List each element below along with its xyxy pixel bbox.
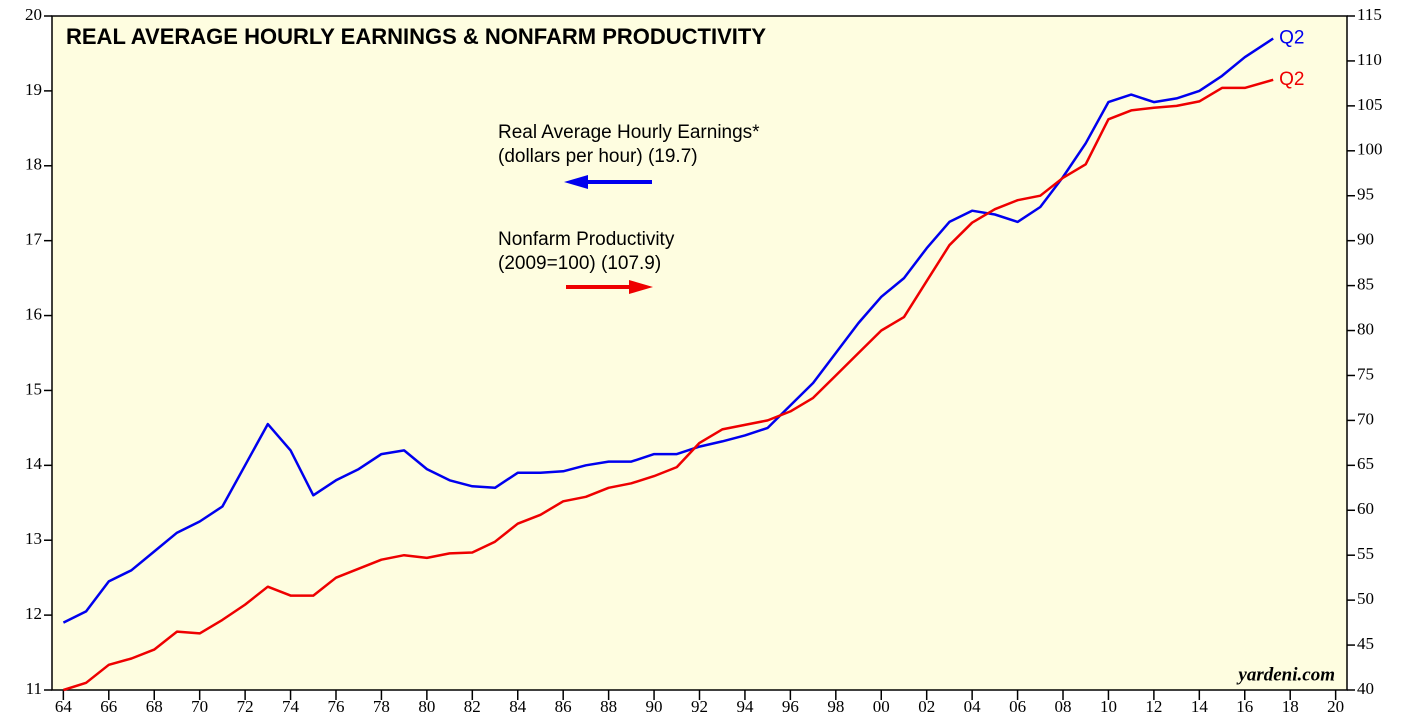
y-tick-label: 19 xyxy=(25,80,42,99)
x-tick-label: 92 xyxy=(691,697,708,716)
plot-area xyxy=(51,15,1348,691)
y-tick-label: 13 xyxy=(25,529,42,548)
series-note: (dollars per hour) (19.7) xyxy=(498,146,698,167)
y2-tick-label: 60 xyxy=(1357,499,1374,518)
y2-tick-label: 105 xyxy=(1357,95,1383,114)
end-label: Q2 xyxy=(1279,27,1304,48)
x-tick-label: 66 xyxy=(100,697,117,716)
y2-tick-label: 70 xyxy=(1357,409,1374,428)
end-label: Q2 xyxy=(1279,69,1304,90)
y2-tick-label: 50 xyxy=(1357,589,1374,608)
x-tick-label: 94 xyxy=(736,697,754,716)
x-tick-label: 80 xyxy=(418,697,435,716)
x-tick-label: 76 xyxy=(327,697,344,716)
x-tick-label: 18 xyxy=(1282,697,1299,716)
x-tick-label: 88 xyxy=(600,697,617,716)
x-tick-label: 78 xyxy=(373,697,390,716)
y-tick-label: 15 xyxy=(25,379,42,398)
x-tick-label: 98 xyxy=(827,697,844,716)
left-arrow xyxy=(564,175,652,189)
series-line xyxy=(62,37,1274,624)
y-tick-label: 12 xyxy=(25,604,42,623)
x-tick-label: 64 xyxy=(55,697,73,716)
x-tick-label: 72 xyxy=(237,697,254,716)
series-note: (2009=100) (107.9) xyxy=(498,253,661,274)
x-tick-label: 82 xyxy=(464,697,481,716)
x-tick-label: 74 xyxy=(282,697,300,716)
y2-tick-label: 115 xyxy=(1357,5,1382,24)
y-tick-label: 17 xyxy=(25,230,43,249)
x-tick-label: 06 xyxy=(1009,697,1026,716)
x-tick-label: 12 xyxy=(1145,697,1162,716)
y2-tick-label: 65 xyxy=(1357,454,1374,473)
y2-tick-label: 80 xyxy=(1357,319,1374,338)
y2-tick-label: 40 xyxy=(1357,679,1374,698)
y-tick-label: 14 xyxy=(25,454,43,473)
x-tick-label: 04 xyxy=(964,697,982,716)
series-line xyxy=(63,78,1274,692)
x-tick-label: 10 xyxy=(1100,697,1117,716)
y2-tick-label: 100 xyxy=(1357,140,1383,159)
x-tick-label: 02 xyxy=(918,697,935,716)
y-tick-label: 16 xyxy=(25,304,42,323)
y2-tick-label: 90 xyxy=(1357,230,1374,249)
series-annotation: Nonfarm Productivity xyxy=(498,229,675,250)
x-tick-label: 84 xyxy=(509,697,527,716)
y-tick-label: 20 xyxy=(25,5,42,24)
x-tick-label: 20 xyxy=(1327,697,1344,716)
x-tick-label: 16 xyxy=(1236,697,1253,716)
x-tick-label: 08 xyxy=(1055,697,1072,716)
x-tick-label: 00 xyxy=(873,697,890,716)
y2-tick-label: 55 xyxy=(1357,544,1374,563)
y-tick-label: 18 xyxy=(25,155,42,174)
y2-tick-label: 85 xyxy=(1357,275,1374,294)
source: yardeni.com xyxy=(1236,664,1335,685)
series-annotation: Real Average Hourly Earnings* xyxy=(498,122,760,143)
x-tick-label: 14 xyxy=(1191,697,1209,716)
y2-tick-label: 75 xyxy=(1357,364,1374,383)
y-tick-label: 11 xyxy=(26,679,42,698)
x-tick-label: 70 xyxy=(191,697,208,716)
right-arrow xyxy=(566,280,653,294)
x-tick-label: 86 xyxy=(555,697,572,716)
x-tick-label: 90 xyxy=(646,697,663,716)
y2-tick-label: 45 xyxy=(1357,634,1374,653)
x-tick-label: 96 xyxy=(782,697,799,716)
x-tick-label: 68 xyxy=(146,697,163,716)
y2-tick-label: 110 xyxy=(1357,50,1382,69)
chart-title: REAL AVERAGE HOURLY EARNINGS & NONFARM P… xyxy=(66,24,766,49)
y2-tick-label: 95 xyxy=(1357,185,1374,204)
